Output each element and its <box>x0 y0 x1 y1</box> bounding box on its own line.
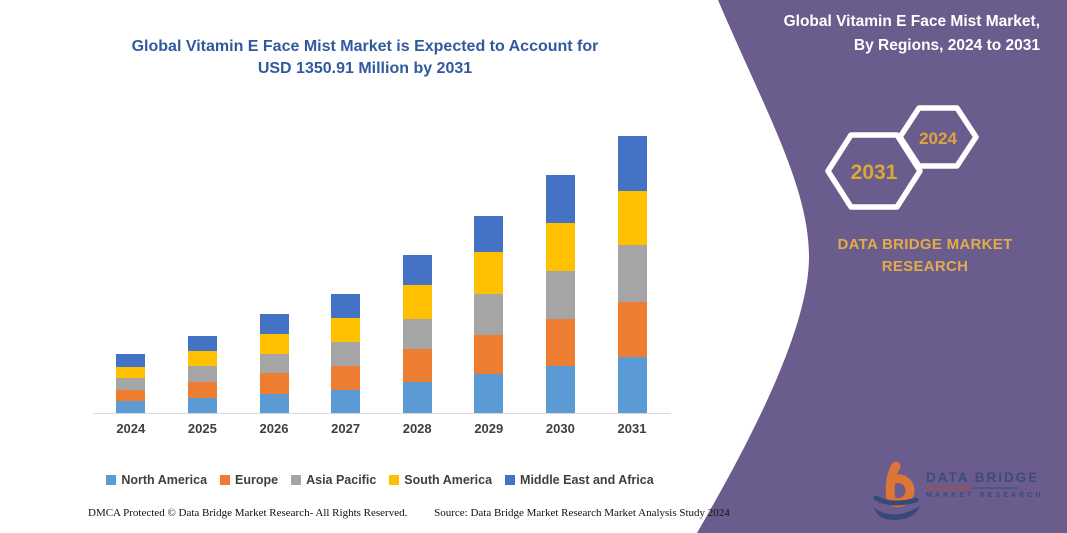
x-axis-label-2025: 2025 <box>187 421 217 436</box>
legend-label-asia-pacific: Asia Pacific <box>306 473 377 487</box>
panel-heading-line1: Global Vitamin E Face Mist Market, <box>783 13 1040 30</box>
bar-segment-2026-north-america <box>259 393 289 413</box>
bar-segment-2028-south-america <box>402 284 432 319</box>
x-axis-label-2028: 2028 <box>402 421 432 436</box>
x-axis-label-2027: 2027 <box>331 421 361 436</box>
panel-heading: Global Vitamin E Face Mist Market, By Re… <box>700 10 1040 58</box>
footer: DMCA Protected © Data Bridge Market Rese… <box>88 507 730 519</box>
bar-segment-2027-europe <box>331 365 361 390</box>
bar-segment-2028-middle-east-and-africa <box>402 254 432 285</box>
bar-segment-2031-asia-pacific <box>617 245 647 303</box>
dbmr-logo: DATA BRIDGE MARKET RESEARCH <box>872 462 1044 520</box>
dbmr-logo-rule <box>926 487 1018 489</box>
panel-heading-line2: By Regions, 2024 to 2031 <box>853 37 1040 54</box>
brand-name-line1: DATA BRIDGE MARKET <box>837 236 1013 253</box>
bar-segment-2028-north-america <box>402 382 432 413</box>
bar-segment-2031-north-america <box>617 357 647 413</box>
legend-item-south-america: South America <box>389 473 492 487</box>
legend-item-europe: Europe <box>220 473 278 487</box>
x-axis-label-2031: 2031 <box>617 421 647 436</box>
stacked-bar-plot <box>116 136 647 413</box>
bar-segment-2029-middle-east-and-africa <box>474 215 504 253</box>
bar-segment-2024-europe <box>116 389 146 402</box>
bar-segment-2024-asia-pacific <box>116 377 146 390</box>
bar-segment-2027-asia-pacific <box>331 341 361 366</box>
bar-segment-2031-europe <box>617 302 647 358</box>
bar-segment-2027-north-america <box>331 389 361 413</box>
bar-segment-2029-europe <box>474 334 504 375</box>
bar-segment-2026-middle-east-and-africa <box>259 313 289 335</box>
legend-item-north-america: North America <box>106 473 207 487</box>
bar-segment-2030-europe <box>545 318 575 367</box>
bar-segment-2030-north-america <box>545 366 575 413</box>
source-note: Source: Data Bridge Market Research Mark… <box>434 507 730 519</box>
bar-segment-2025-middle-east-and-africa <box>187 335 217 352</box>
bar-segment-2027-south-america <box>331 318 361 342</box>
brand-name: DATA BRIDGE MARKET RESEARCH <box>825 234 1025 278</box>
bar-segment-2031-south-america <box>617 191 647 246</box>
bar-segment-2025-south-america <box>187 351 217 367</box>
bar-segment-2028-asia-pacific <box>402 318 432 350</box>
legend-item-middle-east-and-africa: Middle East and Africa <box>505 473 654 487</box>
legend-swatch-middle-east-and-africa <box>505 475 516 485</box>
bar-segment-2024-south-america <box>116 366 146 378</box>
bar-segment-2026-asia-pacific <box>259 353 289 374</box>
dbmr-logo-subtitle: MARKET RESEARCH <box>926 492 1044 499</box>
hexagon-2031-badge <box>825 132 923 210</box>
hex-year-2031: 2031 <box>851 161 898 184</box>
bar-segment-2028-europe <box>402 349 432 383</box>
legend-item-asia-pacific: Asia Pacific <box>291 473 376 487</box>
x-axis-labels: 2024 2025 2026 2027 2028 2029 2030 2031 <box>0 421 720 441</box>
bar-segment-2030-asia-pacific <box>545 271 575 319</box>
dmca-notice: DMCA Protected © Data Bridge Market Rese… <box>88 507 408 519</box>
chart-title-line2: USD 1350.91 Million by 2031 <box>257 60 473 77</box>
legend-label-south-america: South America <box>404 473 493 487</box>
x-axis-label-2024: 2024 <box>116 421 146 436</box>
legend-swatch-south-america <box>389 475 400 485</box>
bar-segment-2029-asia-pacific <box>474 293 504 335</box>
x-axis-label-2029: 2029 <box>474 421 504 436</box>
bar-segment-2030-middle-east-and-africa <box>545 175 575 224</box>
legend-label-europe: Europe <box>235 473 279 487</box>
legend-swatch-asia-pacific <box>291 475 302 485</box>
bar-segment-2024-middle-east-and-africa <box>116 353 146 367</box>
legend-label-middle-east-and-africa: Middle East and Africa <box>520 473 654 487</box>
legend-swatch-north-america <box>106 475 117 485</box>
bar-segment-2024-north-america <box>116 401 146 413</box>
brand-name-line2: RESEARCH <box>881 258 969 275</box>
bar-segment-2025-asia-pacific <box>187 366 217 383</box>
legend-swatch-europe <box>220 475 231 485</box>
bar-segment-2026-europe <box>259 373 289 394</box>
bar-segment-2027-middle-east-and-africa <box>331 293 361 319</box>
dbmr-logo-words: DATA BRIDGE MARKET RESEARCH <box>926 470 1044 499</box>
chart-title-line1: Global Vitamin E Face Mist Market is Exp… <box>131 38 599 55</box>
dbmr-logo-icon <box>873 462 920 520</box>
x-axis-label-2030: 2030 <box>545 421 575 436</box>
hex-year-2024: 2024 <box>919 129 957 148</box>
x-axis-line <box>93 413 671 414</box>
bar-segment-2031-middle-east-and-africa <box>617 136 647 192</box>
chart-title: Global Vitamin E Face Mist Market is Exp… <box>85 36 645 80</box>
bar-segment-2026-south-america <box>259 334 289 354</box>
legend-label-north-america: North America <box>121 473 208 487</box>
chart-legend: North America Europe Asia Pacific South Ame… <box>78 470 682 490</box>
bar-segment-2029-north-america <box>474 374 504 413</box>
bar-segment-2025-europe <box>187 382 217 398</box>
hexagon-badges: 2024 2031 <box>825 105 979 210</box>
bar-segment-2025-north-america <box>187 397 217 413</box>
bar-segment-2030-south-america <box>545 223 575 272</box>
dbmr-logo-title: DATA BRIDGE <box>926 470 1040 485</box>
x-axis-label-2026: 2026 <box>259 421 289 436</box>
bar-segment-2029-south-america <box>474 252 504 294</box>
